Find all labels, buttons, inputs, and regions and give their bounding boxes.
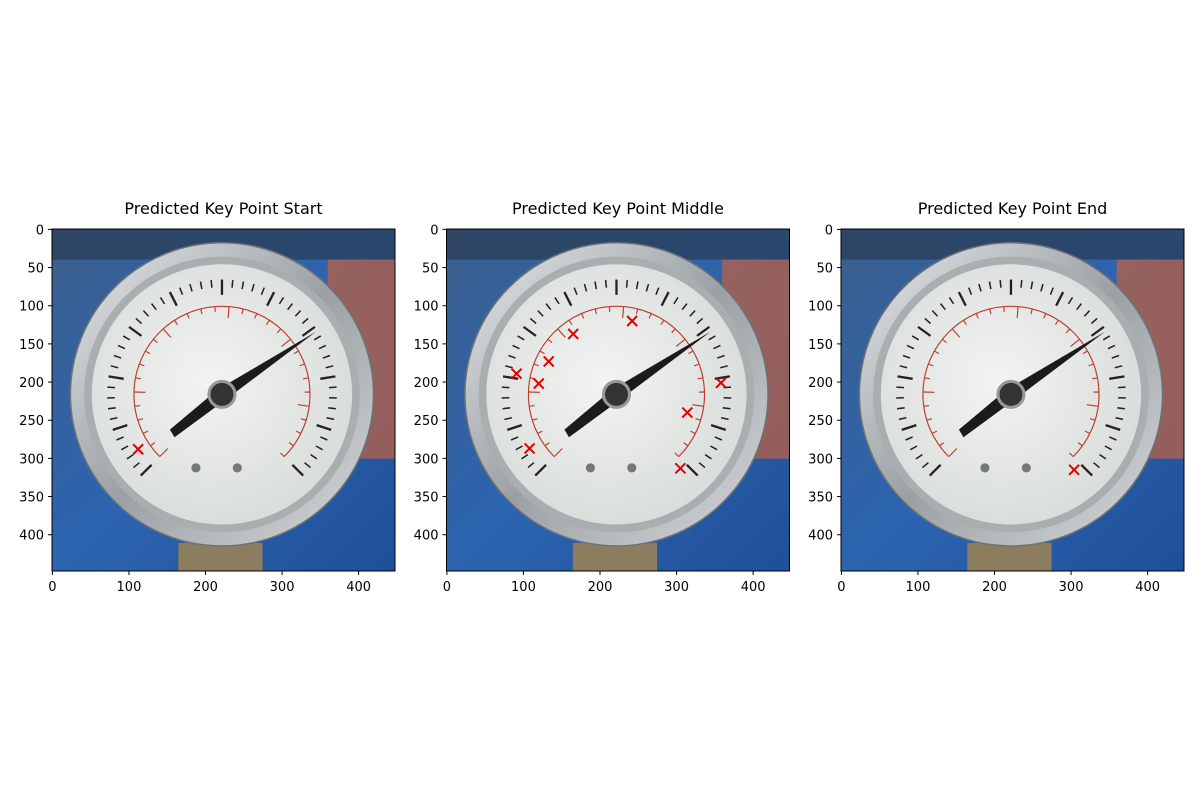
y-tick-label: 350 bbox=[808, 491, 833, 506]
y-tick-label: 200 bbox=[808, 376, 833, 391]
y-tick-label: 250 bbox=[19, 414, 44, 429]
y-tick-label: 0 bbox=[430, 223, 438, 238]
x-tick-label: 0 bbox=[48, 580, 56, 595]
y-tick-label: 50 bbox=[27, 262, 44, 277]
y-tick-label: 200 bbox=[414, 376, 439, 391]
chart-title: Predicted Key Point End bbox=[918, 199, 1108, 218]
y-tick-label: 200 bbox=[19, 376, 44, 391]
gauge-screw bbox=[627, 463, 636, 472]
y-tick-label: 250 bbox=[808, 414, 833, 429]
gauge-tick bbox=[232, 280, 233, 288]
y-tick-label: 350 bbox=[19, 491, 44, 506]
y-tick-label: 400 bbox=[414, 529, 439, 544]
y-tick-label: 300 bbox=[808, 452, 833, 467]
x-tick-label: 200 bbox=[982, 580, 1007, 595]
y-tick-label: 100 bbox=[19, 300, 44, 315]
x-tick-label: 0 bbox=[443, 580, 451, 595]
y-tick-label: 150 bbox=[19, 338, 44, 353]
gauge-hub bbox=[998, 381, 1024, 407]
y-tick-label: 300 bbox=[414, 452, 439, 467]
x-tick-label: 100 bbox=[117, 580, 142, 595]
x-tick-label: 300 bbox=[664, 580, 689, 595]
y-tick-label: 50 bbox=[422, 262, 439, 277]
x-tick-label: 400 bbox=[346, 580, 371, 595]
x-tick-label: 400 bbox=[741, 580, 766, 595]
gauge-screw bbox=[980, 463, 989, 472]
gauge-tick bbox=[211, 280, 212, 288]
y-tick-label: 50 bbox=[816, 262, 833, 277]
y-tick-label: 300 bbox=[19, 452, 44, 467]
x-tick-label: 300 bbox=[270, 580, 295, 595]
y-tick-label: 150 bbox=[808, 338, 833, 353]
y-tick-label: 0 bbox=[36, 223, 44, 238]
gauge-red-tick bbox=[529, 406, 534, 407]
gauge-screw bbox=[191, 463, 200, 472]
image-panel bbox=[447, 229, 790, 574]
gauge-tick bbox=[1021, 280, 1022, 288]
gauge-stem bbox=[573, 543, 657, 574]
gauge-photo bbox=[841, 229, 1184, 574]
y-tick-label: 100 bbox=[808, 300, 833, 315]
gauge-photo bbox=[447, 229, 790, 574]
gauge-screw bbox=[233, 463, 242, 472]
x-tick-label: 200 bbox=[588, 580, 613, 595]
y-tick-label: 350 bbox=[414, 491, 439, 506]
gauge-hub bbox=[209, 381, 235, 407]
gauge-tick bbox=[723, 408, 731, 409]
gauge-tick bbox=[897, 408, 905, 409]
gauge-hub bbox=[603, 381, 629, 407]
gauge-tick bbox=[627, 280, 628, 288]
gauge-tick bbox=[503, 408, 511, 409]
y-tick-label: 100 bbox=[414, 300, 439, 315]
gauge-tick bbox=[1000, 280, 1001, 288]
gauge-screw bbox=[586, 463, 595, 472]
x-tick-label: 100 bbox=[511, 580, 536, 595]
image-panel bbox=[52, 229, 395, 574]
gauge-red-tick bbox=[135, 406, 140, 407]
image-panel bbox=[841, 229, 1184, 574]
gauge-tick bbox=[108, 408, 116, 409]
y-tick-label: 150 bbox=[414, 338, 439, 353]
gauge-photo bbox=[52, 229, 395, 574]
gauge-stem bbox=[178, 543, 262, 574]
y-tick-label: 400 bbox=[808, 529, 833, 544]
x-tick-label: 200 bbox=[193, 580, 218, 595]
x-tick-label: 300 bbox=[1059, 580, 1084, 595]
gauge-tick bbox=[328, 408, 336, 409]
gauge-red-tick bbox=[924, 406, 929, 407]
x-tick-label: 400 bbox=[1135, 580, 1160, 595]
x-tick-label: 0 bbox=[837, 580, 845, 595]
y-tick-label: 0 bbox=[825, 223, 833, 238]
gauge-stem bbox=[967, 543, 1051, 574]
gauge-tick bbox=[606, 280, 607, 288]
y-tick-label: 400 bbox=[19, 529, 44, 544]
x-tick-label: 100 bbox=[906, 580, 931, 595]
chart-title: Predicted Key Point Start bbox=[124, 199, 322, 218]
gauge-tick bbox=[1117, 408, 1125, 409]
y-tick-label: 250 bbox=[414, 414, 439, 429]
chart-title: Predicted Key Point Middle bbox=[512, 199, 724, 218]
gauge-screw bbox=[1022, 463, 1031, 472]
